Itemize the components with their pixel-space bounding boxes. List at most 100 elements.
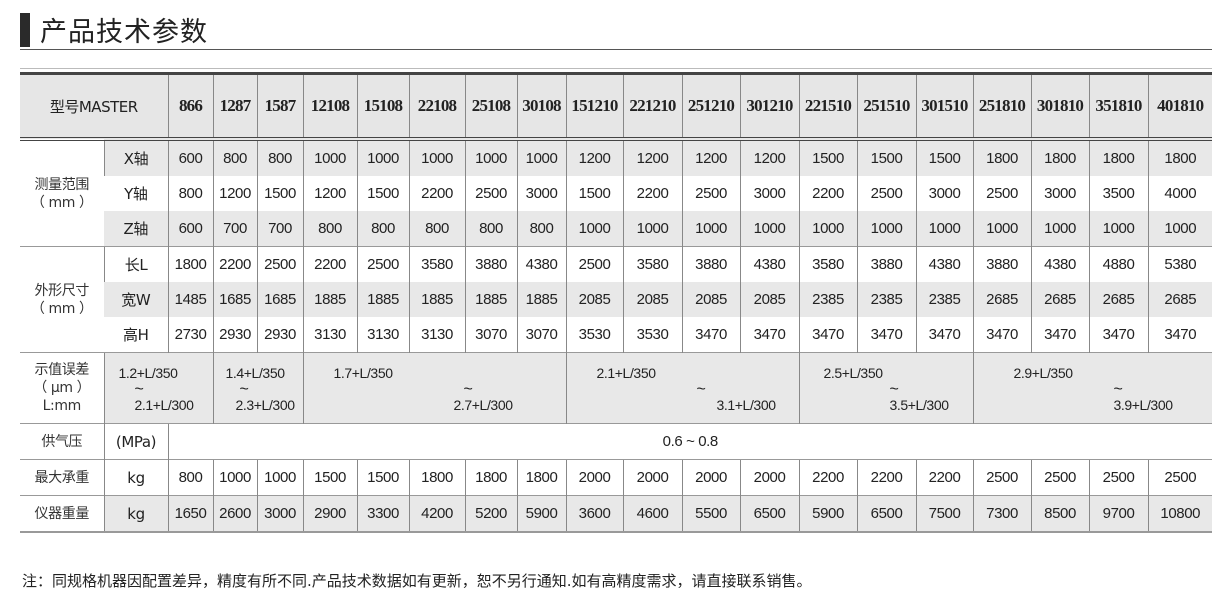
model-header: 866 [167, 72, 214, 141]
value-cell: 700 [256, 211, 304, 247]
value-cell: 600 [167, 211, 214, 247]
page-title: 产品技术参数 [40, 17, 208, 48]
model-header: 30108 [516, 72, 567, 141]
value-cell: 3470 [856, 317, 917, 353]
value-cell: 1685 [212, 282, 258, 317]
value-cell: 1885 [464, 282, 518, 317]
unit-cell: (MPa) [103, 423, 169, 460]
accuracy-top: 2.5+L/350 [823, 365, 883, 381]
value-cell: 2500 [1147, 459, 1213, 496]
value-cell: 4880 [1088, 246, 1149, 282]
value-cell: 4380 [739, 246, 800, 282]
value-cell: 8500 [1030, 495, 1090, 533]
value-cell: 1000 [516, 138, 567, 176]
value-cell: 800 [212, 138, 258, 176]
value-cell: 1200 [302, 176, 358, 211]
value-cell: 10800 [1147, 495, 1213, 533]
value-cell: 1500 [256, 176, 304, 211]
value-cell: 2200 [798, 176, 858, 211]
value-cell: 1800 [167, 246, 214, 282]
value-cell: 2500 [464, 176, 518, 211]
value-cell: 2900 [302, 495, 358, 533]
value-cell: 1000 [356, 138, 410, 176]
value-cell: 3070 [464, 317, 518, 353]
accuracy-group: 2.9+L/350 ~3.9+L/300 [972, 352, 1213, 424]
value-cell: 1200 [565, 138, 624, 176]
model-header: 221510 [798, 72, 858, 141]
axis-label: 高H [123, 326, 149, 344]
value-cell: 3580 [622, 246, 683, 282]
value-cell: 1200 [739, 138, 800, 176]
value-cell: 2200 [915, 459, 974, 496]
value-cell: 5900 [516, 495, 567, 533]
value-cell: 2500 [565, 246, 624, 282]
axis-label: Y轴 [124, 185, 148, 203]
value-cell: 2385 [856, 282, 917, 317]
value-cell: 3470 [915, 317, 974, 353]
value-cell: 1000 [856, 211, 917, 247]
value-cell: 3000 [915, 176, 974, 211]
accuracy-top: 1.4+L/350 [225, 365, 285, 381]
value-cell: 1800 [972, 138, 1032, 176]
model-header: 151210 [565, 72, 624, 141]
air-pressure-value: 0.6 ~ 0.8 [167, 423, 1213, 460]
value-cell: 3000 [516, 176, 567, 211]
value-cell: 3000 [1030, 176, 1090, 211]
value-cell: 1650 [167, 495, 214, 533]
value-cell: 1000 [565, 211, 624, 247]
model-header: 15108 [356, 72, 410, 141]
value-cell: 2200 [408, 176, 466, 211]
value-cell: 5200 [464, 495, 518, 533]
value-cell: 1500 [356, 459, 410, 496]
axis-label: 宽W [104, 282, 169, 317]
value-cell: 1000 [1088, 211, 1149, 247]
accuracy-top: 2.1+L/350 [596, 365, 656, 381]
value-cell: 1000 [1030, 211, 1090, 247]
value-cell: 3130 [408, 317, 466, 353]
value-cell: 5500 [681, 495, 741, 533]
value-cell: 1000 [915, 211, 974, 247]
value-cell: 1200 [622, 138, 683, 176]
value-cell: 1800 [1030, 138, 1090, 176]
axis-label: Z轴 [104, 211, 169, 247]
value-cell: 2085 [681, 282, 741, 317]
value-cell: 3130 [302, 317, 358, 353]
value-cell: 2200 [302, 246, 358, 282]
model-header: 1287 [212, 72, 258, 141]
model-header: 22108 [408, 72, 466, 141]
data-row: 高H 2730 2930 2930 3130 3130 3130 3070 3070 3530 35… [20, 317, 1213, 353]
model-header: 301210 [739, 72, 800, 141]
accuracy-label: 示值误差 （ μm ） L:mm [20, 352, 104, 424]
max-load-label: 最大承重 [20, 459, 104, 496]
value-cell: 2000 [681, 459, 741, 496]
model-header: 251510 [856, 72, 917, 141]
value-cell: 2000 [565, 459, 624, 496]
accuracy-bottom: 2.3+L/300 [235, 397, 295, 413]
value-cell: 1000 [256, 459, 304, 496]
value-cell: 1800 [408, 459, 466, 496]
value-cell: 3530 [622, 317, 683, 353]
model-header: 301510 [915, 72, 974, 141]
tilde: ~ [1113, 381, 1123, 398]
value-cell: 800 [256, 138, 304, 176]
value-cell: 2685 [972, 282, 1032, 317]
value-cell: 1000 [798, 211, 858, 247]
dimensions-label: 外形尺寸（ mm ） [20, 246, 104, 353]
value-cell: 3530 [565, 317, 624, 353]
model-header: 351810 [1088, 72, 1149, 141]
row-label-unit: （ mm ） [30, 300, 93, 317]
model-header: 251810 [972, 72, 1032, 141]
accuracy-bottom: 2.1+L/300 [134, 397, 194, 413]
value-cell: 800 [167, 459, 214, 496]
value-cell: 1200 [212, 176, 258, 211]
value-cell: 1500 [302, 459, 358, 496]
value-cell: 3470 [1030, 317, 1090, 353]
accuracy-bottom: 3.1+L/300 [716, 397, 776, 413]
accuracy-top: 1.2+L/350 [118, 365, 178, 381]
data-row: 外形尺寸（ mm ）长L 1800 2200 2500 2200 2500 3580 3880… [20, 246, 1213, 353]
value-cell: 2200 [622, 176, 683, 211]
value-cell: 1000 [464, 138, 518, 176]
value-cell: 3470 [1147, 317, 1213, 353]
tilde: ~ [696, 381, 706, 398]
value-cell: 1800 [1147, 138, 1213, 176]
